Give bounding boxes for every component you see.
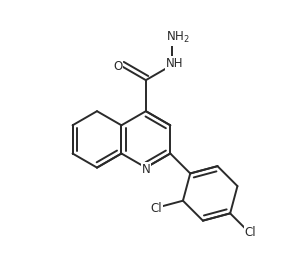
Text: NH: NH xyxy=(166,57,184,70)
Text: N: N xyxy=(142,163,150,176)
Text: Cl: Cl xyxy=(245,226,256,239)
Text: O: O xyxy=(113,60,122,72)
Text: Cl: Cl xyxy=(150,202,162,215)
Text: NH$_2$: NH$_2$ xyxy=(166,29,190,45)
